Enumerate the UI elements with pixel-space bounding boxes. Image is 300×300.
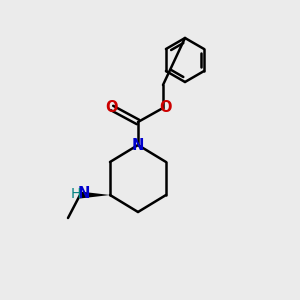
Text: N: N [132,137,144,152]
Text: O: O [159,100,171,116]
Polygon shape [80,191,110,199]
Text: O: O [105,100,117,116]
Text: N: N [78,187,90,202]
Text: H: H [71,187,81,201]
